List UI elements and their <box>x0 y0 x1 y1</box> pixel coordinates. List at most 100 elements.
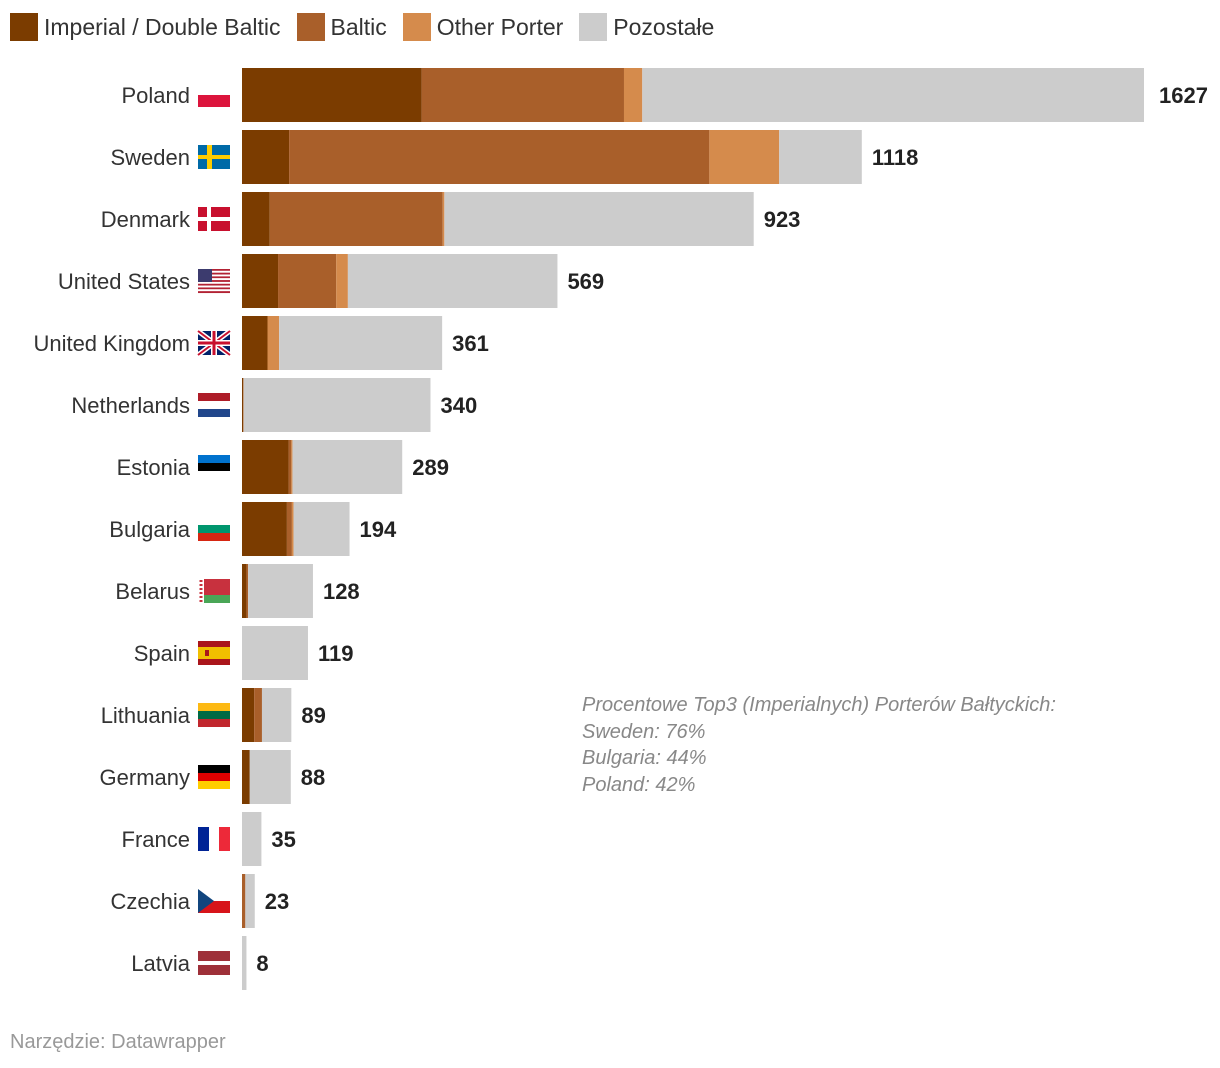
annotation-line: Procentowe Top3 (Imperialnych) Porterów … <box>582 694 1056 716</box>
bar-segment-bulgaria-other-porter <box>291 502 294 556</box>
bar-segment-united-states-pozosta-e <box>347 254 558 308</box>
bar-segment-sweden-baltic <box>289 130 710 184</box>
value-label-poland: 1627 <box>1159 83 1208 108</box>
flag-germany-icon <box>198 765 230 789</box>
bar-segment-czechia-pozosta-e <box>245 874 255 928</box>
bar-segment-estonia-baltic <box>288 440 292 494</box>
value-label-spain: 119 <box>318 641 354 666</box>
annotation-line: Bulgaria: 44% <box>582 747 707 769</box>
value-label-czechia: 23 <box>265 889 289 914</box>
value-label-united-kingdom: 361 <box>452 331 489 356</box>
flag-czechia-icon <box>198 889 230 913</box>
legend-swatch-other-porter <box>402 13 431 41</box>
legend-label-pozostale: Pozostałe <box>613 13 715 40</box>
flag-latvia-icon <box>198 951 230 975</box>
bar-segment-belarus-pozosta-e <box>248 564 313 618</box>
country-label-germany: Germany <box>100 765 190 790</box>
country-label-france: France <box>122 827 190 852</box>
bar-segment-denmark-other-porter <box>442 192 445 246</box>
annotation-line: Poland: 42% <box>582 773 696 796</box>
country-label-latvia: Latvia <box>131 951 190 976</box>
bar-segment-denmark-baltic <box>269 192 443 246</box>
bar-segment-united-kingdom-other-porter <box>267 316 280 370</box>
value-label-lithuania: 89 <box>301 703 325 728</box>
country-label-sweden: Sweden <box>110 145 190 170</box>
country-label-poland: Poland <box>121 83 190 108</box>
bar-segment-sweden-imperial-double-baltic <box>242 130 290 184</box>
country-label-bulgaria: Bulgaria <box>109 517 190 542</box>
bar-segment-latvia-pozosta-e <box>242 936 247 990</box>
chart-annotation: Procentowe Top3 (Imperialnych) Porterów … <box>582 692 1056 798</box>
bar-segment-lithuania-pozosta-e <box>261 688 292 742</box>
flag-poland-icon <box>198 83 230 107</box>
legend-item-pozostale: Pozostałe <box>579 13 714 41</box>
bar-segment-netherlands-imperial-double-baltic <box>242 378 244 432</box>
source-note: Narzędzie: Datawrapper <box>10 1031 226 1053</box>
bar-segment-poland-pozosta-e <box>642 68 1144 122</box>
bar-segment-estonia-pozosta-e <box>292 440 403 494</box>
flag-belarus-icon <box>198 579 230 603</box>
annotation-line: Sweden: 76% <box>582 720 706 743</box>
flag-sweden-icon <box>198 145 230 169</box>
bar-segment-poland-other-porter <box>623 68 643 122</box>
flag-bulgaria-icon <box>198 517 230 541</box>
country-label-lithuania: Lithuania <box>101 703 191 728</box>
country-label-netherlands: Netherlands <box>71 393 190 418</box>
bar-segment-united-states-other-porter <box>336 254 348 308</box>
flag-denmark-icon <box>198 207 230 231</box>
value-label-france: 35 <box>271 827 295 852</box>
bar-segment-denmark-imperial-double-baltic <box>242 192 270 246</box>
bar-segment-united-kingdom-imperial-double-baltic <box>242 316 268 370</box>
bar-segment-netherlands-pozosta-e <box>243 378 431 432</box>
bar-segment-germany-pozosta-e <box>249 750 291 804</box>
bar-segment-spain-pozosta-e <box>242 626 308 680</box>
value-label-germany: 88 <box>301 765 325 790</box>
legend-item-imperial: Imperial / Double Baltic <box>10 13 281 41</box>
bar-segment-estonia-imperial-double-baltic <box>242 440 289 494</box>
bar-segment-bulgaria-imperial-double-baltic <box>242 502 287 556</box>
value-label-belarus: 128 <box>323 579 360 604</box>
bar-segment-belarus-imperial-double-baltic <box>242 564 247 618</box>
bar-segment-lithuania-baltic <box>254 688 262 742</box>
value-label-bulgaria: 194 <box>360 517 397 542</box>
flag-united-kingdom-icon <box>196 329 232 357</box>
bar-segment-sweden-pozosta-e <box>779 130 862 184</box>
bar-segment-poland-baltic <box>421 68 624 122</box>
legend-swatch-pozostale <box>579 13 608 41</box>
bar-segment-estonia-other-porter <box>291 440 293 494</box>
bar-segment-netherlands-baltic <box>243 378 244 432</box>
legend-item-other-porter: Other Porter <box>402 13 564 41</box>
country-label-estonia: Estonia <box>117 455 191 480</box>
bar-segment-czechia-baltic <box>242 874 246 928</box>
stacked-bar-chart: Poland 1627 Sweden 1118 Denmark 923 United Sta… <box>33 68 1208 990</box>
legend-swatch-imperial <box>10 13 38 41</box>
bar-segment-poland-imperial-double-baltic <box>242 68 422 122</box>
country-label-denmark: Denmark <box>101 207 191 232</box>
legend-label-other-porter: Other Porter <box>436 13 564 40</box>
bar-segment-bulgaria-baltic <box>286 502 292 556</box>
value-label-netherlands: 340 <box>440 393 477 418</box>
flag-lithuania-icon <box>198 703 230 727</box>
value-label-denmark: 923 <box>764 207 801 232</box>
country-label-czechia: Czechia <box>111 889 191 914</box>
value-label-latvia: 8 <box>256 951 268 976</box>
country-label-belarus: Belarus <box>115 579 190 604</box>
bar-segment-denmark-pozosta-e <box>444 192 754 246</box>
flag-estonia-icon <box>198 455 230 479</box>
bar-segment-united-states-imperial-double-baltic <box>242 254 279 308</box>
country-label-united-states: United States <box>58 269 190 294</box>
bar-segment-germany-imperial-double-baltic <box>242 750 250 804</box>
bar-segment-belarus-baltic <box>246 564 249 618</box>
legend-label-imperial: Imperial / Double Baltic <box>44 13 281 40</box>
bar-segment-france-pozosta-e <box>242 812 262 866</box>
legend-item-baltic: Baltic <box>296 13 387 41</box>
value-label-sweden: 1118 <box>872 145 919 170</box>
flag-france-icon <box>198 827 230 851</box>
value-label-united-states: 569 <box>567 269 604 294</box>
legend-label-baltic: Baltic <box>330 13 387 40</box>
country-label-united-kingdom: United Kingdom <box>33 331 190 356</box>
flag-spain-icon <box>198 641 230 665</box>
bar-segment-lithuania-imperial-double-baltic <box>242 688 255 742</box>
bar-segment-sweden-other-porter <box>709 130 780 184</box>
flag-netherlands-icon <box>198 393 230 417</box>
